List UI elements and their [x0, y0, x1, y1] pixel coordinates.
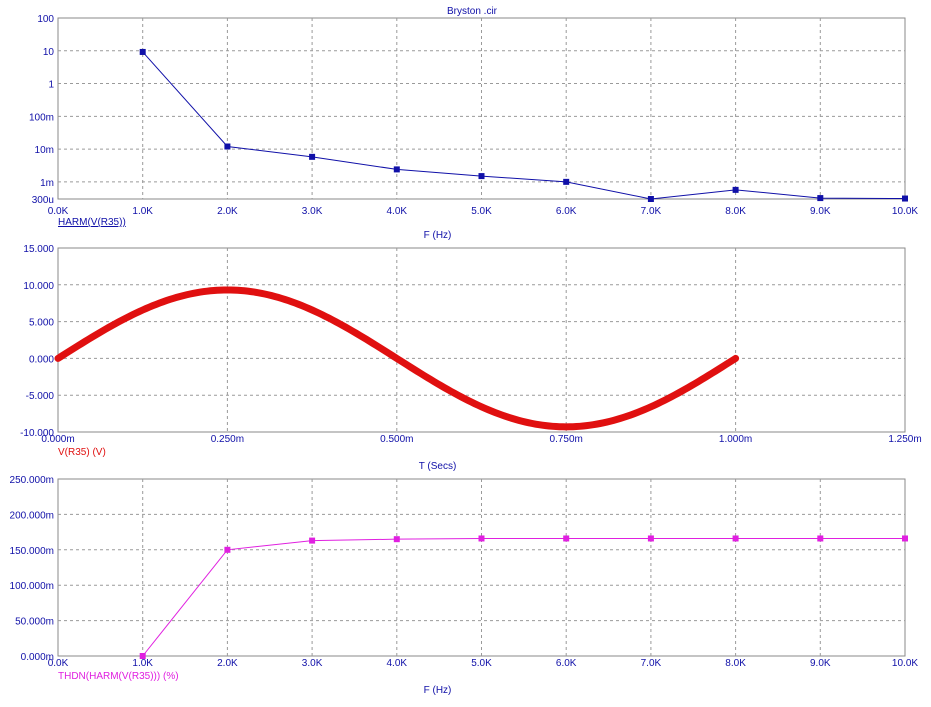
harmonics-chart: 0.0K 1.0K 2.0K 3.0K 4.0K 5.0K 6.0K 7.0K 8.0K 9.0K… — [29, 14, 918, 241]
y-tick-label: 1 — [48, 80, 54, 91]
x-tick-label: 4.0K — [387, 658, 408, 669]
y-tick-label: 15.000 — [23, 244, 54, 255]
data-point — [902, 195, 908, 202]
y-tick-label: -5.000 — [26, 391, 55, 402]
x-tick-label: 5.0K — [471, 658, 492, 669]
x-tick-label: 0.0K — [48, 658, 69, 669]
y-tick-label: 10.000 — [23, 281, 54, 292]
y-tick-label: 50.000m — [15, 617, 54, 628]
data-point — [139, 48, 146, 55]
x-axis-title: F (Hz) — [424, 230, 452, 241]
x-tick-label: 1.250m — [888, 434, 921, 445]
data-point — [309, 537, 316, 544]
y-tick-label: 150.000m — [10, 546, 54, 557]
x-tick-label: 2.0K — [217, 206, 238, 217]
x-tick-label: 1.0K — [132, 206, 153, 217]
data-point — [224, 546, 231, 553]
data-point — [563, 178, 570, 185]
series-line — [142, 537, 905, 657]
y-tick-label: 10m — [35, 145, 54, 156]
y-tick-label: 100.000m — [10, 581, 54, 592]
series-line — [54, 286, 740, 431]
data-point — [817, 195, 824, 202]
x-tick-label: 2.0K — [217, 658, 238, 669]
series-label: V(R35) (V) — [58, 447, 106, 458]
x-tick-label: 0.750m — [550, 434, 583, 445]
y-tick-label: 0.000 — [29, 354, 54, 365]
x-tick-label: 9.0K — [810, 658, 831, 669]
x-axis-title: F (Hz) — [424, 685, 452, 696]
x-tick-label: 0.500m — [380, 434, 413, 445]
x-tick-label: 1.000m — [719, 434, 752, 445]
x-axis-title: T (Secs) — [419, 461, 457, 472]
data-point — [478, 173, 485, 180]
x-tick-label: 7.0K — [641, 658, 662, 669]
x-tick-label: 3.0K — [302, 206, 323, 217]
x-tick-label: 0.000m — [41, 434, 74, 445]
data-point — [393, 536, 400, 543]
x-tick-label: 7.0K — [641, 206, 662, 217]
data-point — [902, 535, 908, 542]
data-point — [393, 166, 400, 173]
x-tick-label: 6.0K — [556, 206, 577, 217]
y-tick-label: 5.000 — [29, 318, 54, 329]
data-point — [732, 186, 739, 193]
y-tick-label: -10.000 — [20, 428, 54, 439]
data-point — [563, 535, 570, 542]
y-tick-label: 100 — [37, 14, 54, 25]
x-tick-label: 10.0K — [892, 206, 918, 217]
x-tick-label: 10.0K — [892, 658, 918, 669]
y-tick-label: 100m — [29, 112, 54, 123]
data-point — [647, 196, 654, 202]
x-tick-label: 4.0K — [387, 206, 408, 217]
y-tick-label: 200.000m — [10, 510, 54, 521]
x-tick-label: 8.0K — [725, 658, 746, 669]
data-point — [817, 535, 824, 542]
series-label: HARM(V(R35)) — [58, 217, 126, 228]
data-point — [309, 153, 316, 160]
y-tick-label: 300u — [32, 195, 54, 206]
x-tick-label: 8.0K — [725, 206, 746, 217]
thdn-chart: 0.0K 1.0K 2.0K 3.0K 4.0K 5.0K 6.0K 7.0K 8.0K 9.0K… — [10, 475, 919, 696]
y-tick-label: 1m — [40, 178, 54, 189]
x-tick-label: 0.0K — [48, 206, 69, 217]
x-tick-label: 5.0K — [471, 206, 492, 217]
series-line — [142, 51, 906, 200]
y-tick-label: 10 — [43, 47, 55, 58]
data-point — [647, 535, 654, 542]
x-tick-label: 6.0K — [556, 658, 577, 669]
x-tick-label: 9.0K — [810, 206, 831, 217]
window-title: Bryston .cir — [447, 6, 498, 17]
x-tick-label: 1.0K — [132, 658, 153, 669]
series-label: THDN(HARM(V(R35))) (%) — [58, 671, 179, 682]
x-tick-label: 3.0K — [302, 658, 323, 669]
plot-frame — [57, 247, 906, 433]
y-tick-label: 0.000m — [21, 652, 54, 663]
data-point — [139, 653, 146, 659]
data-point — [732, 535, 739, 542]
data-point — [478, 535, 485, 542]
voltage-time-chart: 0.000m 0.250m 0.500m 0.750m 1.000m 1.250m 15.0… — [20, 244, 922, 472]
y-tick-label: 250.000m — [10, 475, 54, 486]
data-point — [224, 143, 231, 150]
x-tick-label: 0.250m — [211, 434, 244, 445]
